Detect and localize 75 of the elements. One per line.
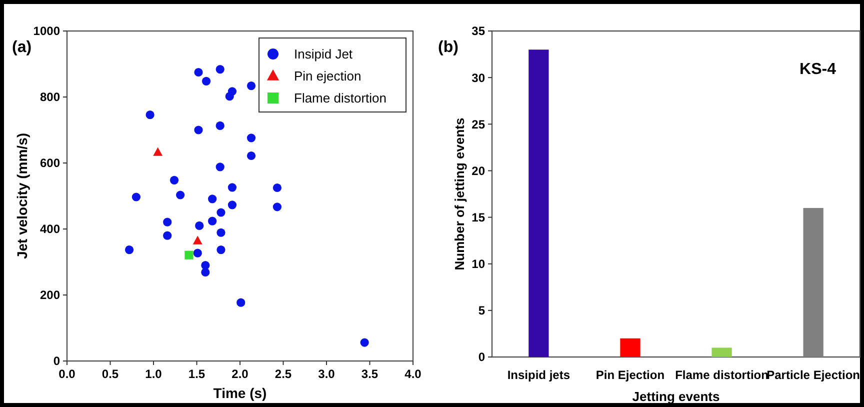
point [132, 192, 140, 202]
point [146, 110, 154, 120]
legend-label: Pin ejection [294, 68, 362, 84]
y-tick-label: 25 [472, 117, 486, 132]
point [272, 202, 282, 212]
legend-label: Flame distortion [294, 90, 386, 106]
x-tick-label: 0.5 [102, 367, 119, 381]
x-tick-label: 4.0 [404, 367, 422, 381]
point [228, 183, 237, 192]
point [163, 231, 172, 240]
bar [528, 50, 549, 357]
y-tick-label: 1000 [33, 24, 60, 38]
point [176, 190, 185, 200]
x-axis-title: Time (s) [213, 385, 267, 401]
point [216, 208, 226, 217]
y-axis-title: Number of jetting events [452, 118, 467, 270]
y-tick-label: 400 [40, 222, 60, 236]
point [202, 76, 211, 86]
y-axis-title: Jet velocity (mm/s) [14, 132, 30, 260]
y-tick-label: 15 [472, 210, 486, 224]
y-tick-label: 5 [478, 304, 486, 318]
y-tick-label: 600 [40, 156, 60, 170]
x-tick-label: Pin Ejection [596, 368, 665, 382]
x-tick-label: 3.0 [318, 367, 336, 381]
point [360, 338, 369, 347]
x-tick-label: Flame distortion [675, 368, 768, 382]
point [228, 200, 237, 210]
point [195, 221, 204, 230]
annotation: KS-4 [800, 61, 836, 78]
point [124, 245, 134, 254]
point [216, 245, 226, 254]
legend-label: Insipid Jet [294, 46, 353, 62]
point [201, 268, 210, 277]
x-tick-label: Particle Ejection [766, 368, 860, 382]
point [194, 68, 203, 77]
point [236, 298, 246, 307]
x-tick-label: Insipid jets [507, 368, 570, 382]
y-tick-label: 200 [40, 288, 60, 302]
point [225, 92, 234, 101]
point [246, 81, 256, 90]
point [194, 126, 203, 134]
point [163, 218, 172, 226]
x-tick-label: 2.0 [232, 367, 249, 381]
point [208, 194, 217, 204]
point [216, 121, 224, 130]
text: (a) [12, 39, 32, 56]
point [208, 216, 217, 226]
y-tick-label: 35 [472, 24, 486, 38]
x-axis-title: Jetting events [632, 389, 720, 404]
point [192, 236, 202, 244]
point [216, 162, 224, 172]
point [216, 64, 224, 74]
point [193, 248, 202, 258]
point [246, 151, 256, 160]
x-tick-label: 3.5 [361, 367, 378, 381]
bar [620, 338, 640, 357]
point [153, 147, 163, 156]
y-tick-label: 10 [472, 257, 486, 272]
x-tick-label: 1.0 [145, 367, 162, 381]
x-tick-label: 2.5 [274, 367, 292, 381]
point [184, 250, 194, 260]
y-tick-label: 30 [472, 70, 486, 85]
x-tick-label: 0.0 [58, 367, 76, 381]
y-tick-label: 800 [40, 90, 60, 104]
x-tick-label: 1.5 [188, 367, 206, 381]
point [170, 176, 179, 184]
y-tick-label: 0 [478, 350, 486, 364]
text: (b) [438, 39, 458, 56]
y-tick-label: 20 [472, 164, 486, 178]
point [246, 134, 256, 142]
point [272, 183, 282, 192]
y-tick-label: 0 [53, 354, 60, 368]
point [216, 228, 226, 237]
bar [712, 348, 732, 357]
bar [803, 208, 824, 357]
